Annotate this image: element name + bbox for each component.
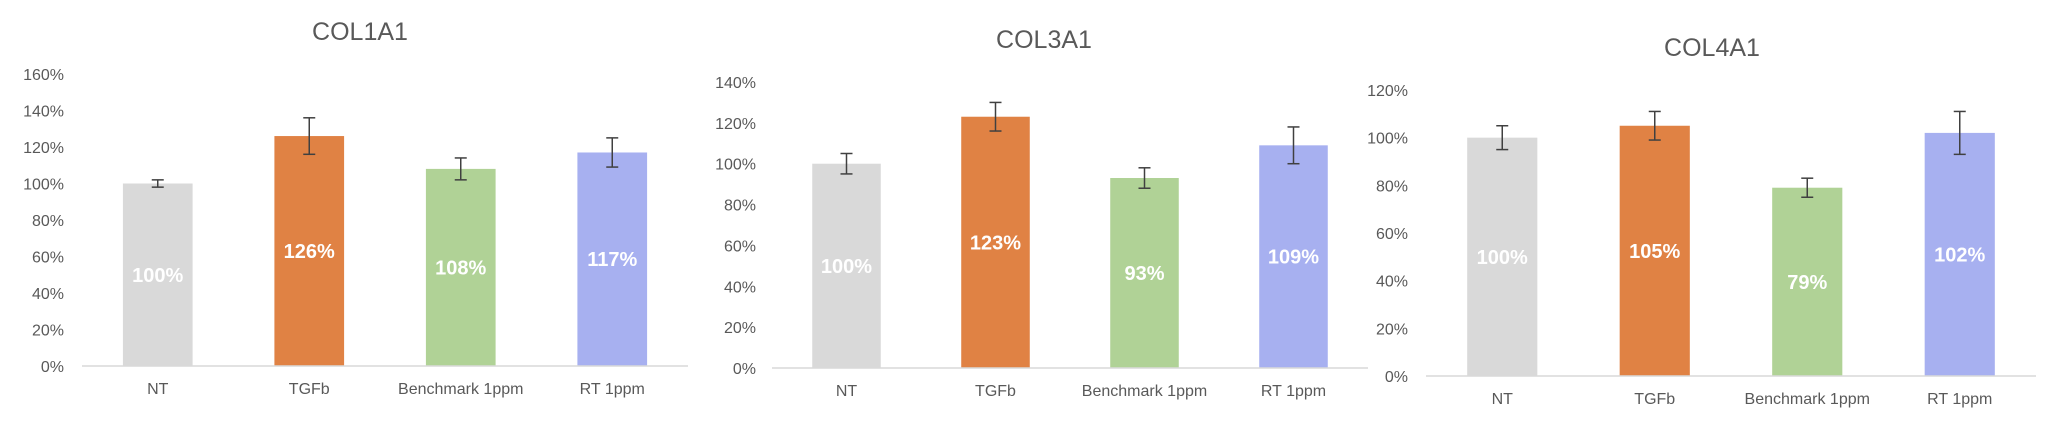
y-tick-label: 120%: [715, 116, 756, 133]
bar: [577, 152, 648, 366]
x-tick-label: NT: [1492, 391, 1514, 408]
data-label: 105%: [1629, 241, 1680, 263]
chart-col1a1: COL1A1 0% 20% 40% 60% 80% 100% 120% 140% 160% 100%…: [23, 18, 688, 398]
error-bar: [454, 157, 467, 181]
x-tick-label: TGFb: [975, 383, 1016, 400]
data-label: 102%: [1934, 244, 1985, 266]
data-label: 93%: [1124, 263, 1164, 285]
y-tick-label: 140%: [23, 104, 64, 121]
x-tick-label: TGFb: [1634, 391, 1675, 408]
error-bar: [303, 117, 316, 156]
x-tick-label: RT 1ppm: [1261, 383, 1326, 400]
data-label: 117%: [587, 249, 637, 271]
data-label: 126%: [284, 241, 335, 263]
y-tick-label: 40%: [724, 279, 756, 296]
x-tick-label: Benchmark 1ppm: [1082, 383, 1207, 400]
bar: [1619, 125, 1690, 376]
bar: [122, 183, 193, 366]
y-tick-label: 80%: [1376, 178, 1408, 195]
bar: [1467, 137, 1538, 376]
y-tick-label: 0%: [41, 359, 64, 376]
chart-col3a1: COL3A1 0% 20% 40% 60% 80% 100% 120% 140% 100% NT 12…: [715, 26, 1368, 400]
y-tick-label: 120%: [23, 140, 64, 157]
y-tick-label: 20%: [724, 320, 756, 337]
error-bar: [1138, 167, 1151, 189]
error-bar: [1287, 126, 1300, 165]
y-tick-label: 100%: [715, 157, 756, 174]
error-bar: [151, 179, 164, 188]
y-tick-label: 160%: [23, 67, 64, 84]
y-tick-label: 80%: [32, 213, 64, 230]
y-tick-label: 0%: [1385, 369, 1408, 386]
bar: [1924, 132, 1995, 376]
y-tick-label: 100%: [1367, 131, 1408, 148]
data-label: 109%: [1268, 247, 1319, 269]
x-tick-label: RT 1ppm: [580, 381, 645, 398]
error-bar: [1953, 110, 1966, 156]
bar: [1259, 145, 1328, 368]
y-tick-label: 60%: [32, 250, 64, 267]
x-tick-label: Benchmark 1ppm: [1745, 391, 1870, 408]
x-tick-label: TGFb: [289, 381, 330, 398]
data-label: 100%: [1477, 247, 1528, 269]
bar: [961, 116, 1030, 368]
error-bar: [989, 101, 1002, 132]
chart-title: COL4A1: [1664, 34, 1760, 62]
y-tick-label: 60%: [1376, 226, 1408, 243]
bar: [425, 168, 496, 366]
chart-col4a1: COL4A1 0% 20% 40% 60% 80% 100% 120% 100% NT 105% TG…: [1367, 34, 2036, 408]
y-tick-label: 0%: [733, 361, 756, 378]
x-tick-label: NT: [147, 381, 169, 398]
bar: [812, 163, 881, 368]
x-tick-label: Benchmark 1ppm: [398, 381, 523, 398]
y-tick-label: 40%: [32, 286, 64, 303]
error-bar: [1801, 177, 1814, 198]
y-tick-label: 140%: [715, 75, 756, 92]
data-label: 100%: [821, 256, 872, 278]
data-label: 123%: [970, 232, 1021, 254]
error-bar: [1648, 110, 1661, 141]
y-tick-label: 20%: [32, 323, 64, 340]
chart-title: COL1A1: [312, 18, 408, 46]
bar: [1110, 178, 1179, 368]
x-tick-label: NT: [836, 383, 858, 400]
data-label: 108%: [435, 257, 486, 279]
x-tick-label: RT 1ppm: [1927, 391, 1992, 408]
y-tick-label: 120%: [1367, 83, 1408, 100]
bar: [1772, 187, 1843, 376]
error-bar: [840, 152, 853, 175]
data-label: 79%: [1787, 272, 1827, 294]
y-tick-label: 60%: [724, 238, 756, 255]
y-tick-label: 20%: [1376, 321, 1408, 338]
y-tick-label: 100%: [23, 177, 64, 194]
chart-title: COL3A1: [996, 26, 1092, 54]
y-tick-label: 40%: [1376, 274, 1408, 291]
error-bar: [1496, 125, 1509, 151]
y-tick-label: 80%: [724, 198, 756, 215]
bar: [274, 136, 345, 366]
error-bar: [606, 137, 619, 168]
data-label: 100%: [132, 265, 183, 287]
